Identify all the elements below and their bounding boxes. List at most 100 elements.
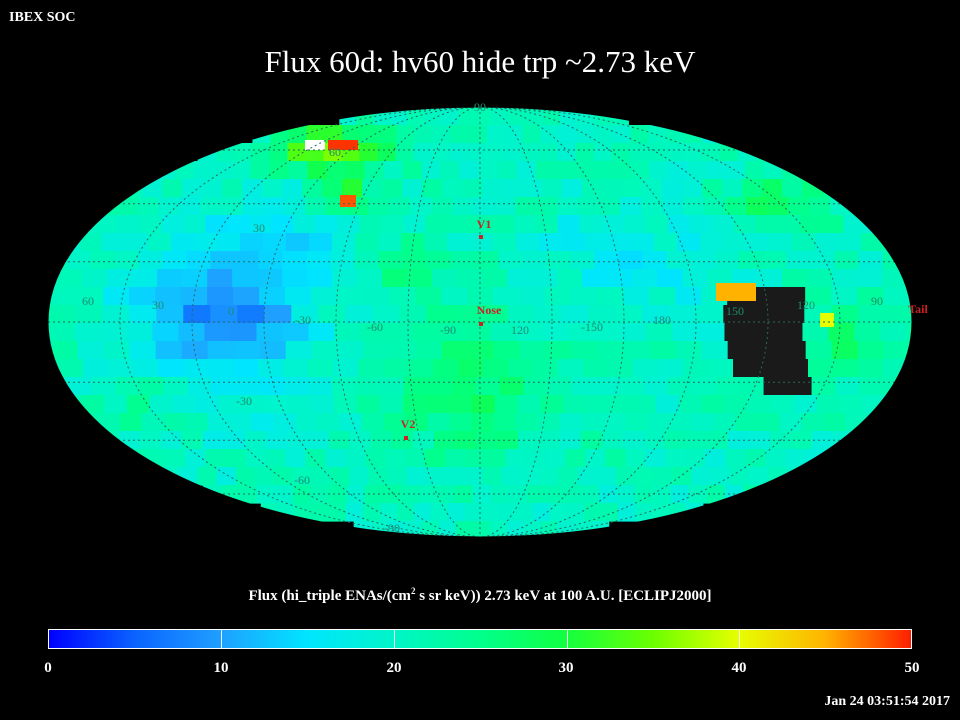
flux-pixel <box>442 179 463 198</box>
flux-pixel <box>262 179 283 198</box>
flux-pixel <box>547 377 573 396</box>
flux-pixel <box>229 413 253 432</box>
flux-pixel <box>231 161 252 180</box>
longitude-labels: 60 30 0 -30 -60 -90 120 -150 180 150 120 90 <box>82 294 883 337</box>
flux-pixel <box>360 125 380 144</box>
flux-pixel <box>430 503 449 522</box>
flux-pixel <box>48 305 76 324</box>
flux-pixel <box>129 305 157 324</box>
flux-pixel <box>83 359 109 378</box>
flux-pixel <box>73 215 97 234</box>
colorbar-label-30: 30 <box>558 660 574 676</box>
flux-pixel <box>403 377 429 396</box>
flux-pixel <box>117 215 141 234</box>
flux-pixel <box>259 377 285 396</box>
flux-pixel <box>857 269 883 288</box>
flux-pixel <box>738 251 763 270</box>
flux-pixel <box>835 377 861 396</box>
flux-pixel <box>483 359 509 378</box>
flux-pixel <box>467 143 487 162</box>
flux-pixel <box>345 161 366 180</box>
flux-pixel <box>649 287 676 306</box>
flux-pixel <box>648 125 668 144</box>
flux-pixel <box>48 323 50 342</box>
flux-pixel <box>691 467 712 486</box>
flux-pixel <box>557 215 581 234</box>
flux-pixel <box>263 233 287 252</box>
flux-pixel <box>762 251 787 270</box>
flux-pixel <box>332 269 358 288</box>
flux-pixel <box>259 287 286 306</box>
flux-pixel <box>126 395 151 414</box>
flux-pixel <box>77 287 104 306</box>
flux-pixel <box>689 215 713 234</box>
flux-pixel <box>426 305 454 324</box>
flux-pixel <box>470 233 494 252</box>
flux-pixel <box>516 323 544 342</box>
flux-pixel <box>244 431 267 450</box>
flux-pixel <box>172 395 197 414</box>
flux-pixel <box>649 161 670 180</box>
flux-pixel <box>630 161 651 180</box>
flux-pixel <box>753 287 780 306</box>
flux-pixel <box>786 251 811 270</box>
latitude-label: -90 <box>384 521 400 535</box>
flux-pixel <box>562 179 583 198</box>
flux-pixel <box>414 125 434 144</box>
flux-pixel <box>722 179 743 198</box>
flux-pixel <box>463 467 484 486</box>
flux-pixel <box>828 323 856 342</box>
longitude-label: 60 <box>82 294 94 308</box>
flux-pixel <box>618 251 643 270</box>
flux-pixel <box>496 431 519 450</box>
flux-pixel <box>457 269 483 288</box>
flux-pixel <box>737 143 757 162</box>
flux-pixel <box>328 503 347 522</box>
flux-pixel <box>880 323 908 342</box>
flux-pixel <box>597 287 624 306</box>
flux-pixel <box>95 215 119 234</box>
flux-pixel <box>907 377 912 396</box>
flux-pixel <box>449 413 473 432</box>
flux-pixel <box>526 485 546 504</box>
flux-pixel <box>492 107 510 126</box>
flux-pixel <box>431 197 453 216</box>
marker-label: V1 <box>477 217 492 231</box>
flux-pixel <box>845 413 869 432</box>
flux-pixel <box>342 125 362 144</box>
flux-pixel <box>387 467 408 486</box>
flux-pixel <box>655 395 680 414</box>
flux-pixel <box>286 431 309 450</box>
flux-pixel <box>568 323 596 342</box>
flux-pixel <box>158 197 180 216</box>
flux-pixel <box>337 215 361 234</box>
flux-pixel <box>346 485 366 504</box>
flux-pixel <box>522 251 547 270</box>
flux-pixel <box>90 251 115 270</box>
flux-pixel <box>683 143 703 162</box>
flux-pixel <box>292 485 312 504</box>
flux-pixel <box>708 359 734 378</box>
flux-pixel <box>97 413 121 432</box>
flux-pixel <box>103 287 130 306</box>
flux-pixel <box>557 143 577 162</box>
flux-pixel <box>282 269 308 288</box>
flux-pixel <box>769 233 793 252</box>
flux-pixel <box>293 215 317 234</box>
longitude-label: 120 <box>511 323 529 337</box>
flux-pixel <box>793 395 818 414</box>
flux-pixel <box>158 359 184 378</box>
colorbar-title-rest: s sr keV)) 2.73 keV at 100 A.U. [ECLIPJ2… <box>415 588 712 604</box>
flux-pixel <box>782 179 803 198</box>
flux-pixel <box>498 251 523 270</box>
flux-pixel <box>519 341 547 360</box>
flux-pixel <box>129 341 157 360</box>
colorbar-label-50: 50 <box>904 660 920 676</box>
flux-pixel <box>525 449 547 468</box>
flux-pixel <box>582 179 603 198</box>
flux-pixel <box>540 395 565 414</box>
flux-pixel <box>440 161 461 180</box>
flux-pixel <box>507 305 535 324</box>
flux-pixel <box>285 287 312 306</box>
flux-pixel <box>602 179 623 198</box>
